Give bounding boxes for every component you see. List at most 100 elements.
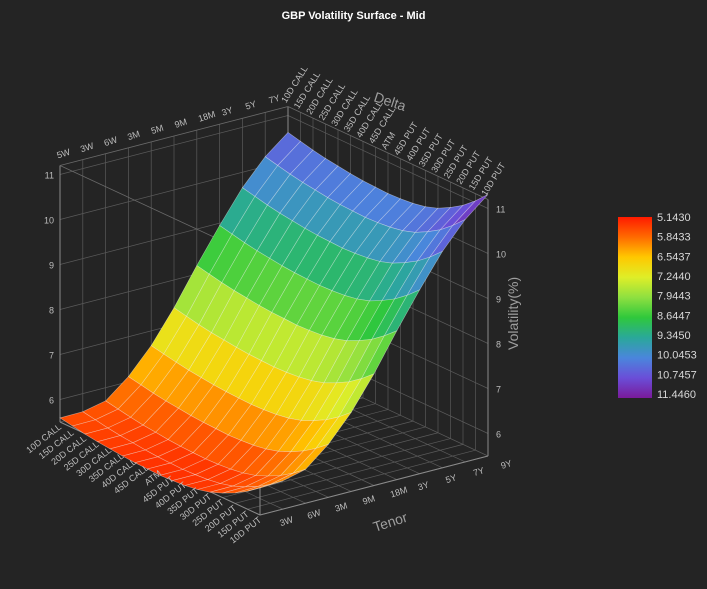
- colorbar-label: 11.4460: [657, 389, 696, 401]
- colorbar: 5.1430 5.8433 6.5437 7.2440 7.9443 8.6447 9.34…: [618, 212, 697, 401]
- colorbar-label: 9.3450: [657, 330, 691, 342]
- colorbar-rect: [618, 217, 652, 398]
- surface-cell: [84, 427, 122, 443]
- surface-cell: [325, 378, 363, 421]
- surface-cell: [192, 428, 229, 460]
- tenor-tick-label-back: 3M: [126, 129, 141, 142]
- tenor-tick-label-back: 5Y: [244, 99, 258, 112]
- surface-cell: [315, 411, 353, 449]
- surface-cell: [404, 229, 441, 264]
- volatility-axis-title: Volatility(%): [505, 277, 521, 350]
- surface-cell: [300, 382, 338, 421]
- tenor-tick-label-front: 3W: [278, 514, 294, 528]
- z-tick-label-left: 11: [45, 171, 54, 181]
- tenor-tick-label-back: 18M: [197, 109, 217, 124]
- surface-cell: [236, 305, 273, 355]
- surface-cell: [183, 479, 222, 490]
- surface-cell: [428, 219, 466, 258]
- tenor-tick-label-front: 7Y: [472, 465, 486, 478]
- surface-cell: [219, 472, 257, 487]
- tenor-tick-label-front: 18M: [389, 485, 409, 500]
- surface-cell: [333, 298, 371, 342]
- tenor-tick-label-front: 5Y: [444, 472, 458, 485]
- colorbar-label: 7.2440: [657, 271, 691, 283]
- z-tick-label-left: 9: [49, 261, 54, 271]
- surface-cell: [107, 416, 144, 436]
- tenor-tick-label-back: 5W: [56, 147, 72, 161]
- surface-cell: [426, 204, 464, 233]
- colorbar-label: 10.7457: [657, 369, 697, 381]
- chart-title: GBP Volatility Surface - Mid: [281, 10, 426, 22]
- colorbar-label: 5.1430: [657, 212, 691, 224]
- surface-cell: [279, 447, 317, 476]
- surface-cell: [250, 366, 287, 411]
- tenor-axis-title: Tenor: [371, 509, 410, 535]
- z-tick-label-left: 8: [49, 306, 54, 316]
- backwall-grid-horizontal: [59, 160, 289, 220]
- surface-cell: [439, 200, 476, 231]
- tenor-tick-label-back: 5M: [150, 123, 165, 136]
- surface-cell: [290, 419, 327, 453]
- z-tick-label-right: 7: [496, 385, 501, 395]
- surface-cell: [121, 449, 159, 464]
- colorbar-label: 6.5437: [657, 251, 691, 263]
- surface-cell: [198, 282, 235, 334]
- tenor-tick-label-back: 3Y: [220, 105, 234, 118]
- colorbar-label: 10.0453: [657, 350, 697, 362]
- z-tick-label-left: 7: [49, 351, 54, 361]
- surface-cell: [222, 486, 258, 494]
- surface-cell: [213, 346, 250, 393]
- tenor-tick-label-back: 7Y: [268, 93, 282, 106]
- surface-cell: [196, 225, 233, 275]
- surface-cell: [248, 312, 285, 362]
- surface-cell: [338, 373, 375, 418]
- surface-cell: [369, 262, 406, 302]
- surface-cell: [245, 475, 281, 488]
- surface-cell: [319, 247, 356, 292]
- tenor-tick-label-back: 6W: [103, 134, 119, 148]
- surface-cell: [244, 204, 281, 252]
- z-tick-label-left: 10: [44, 216, 54, 226]
- surface-cell: [292, 443, 330, 474]
- axis-frame-top: [59, 106, 289, 166]
- surface-cell: [393, 256, 431, 300]
- z-tick-label-right: 6: [496, 430, 501, 440]
- surface-cell: [360, 330, 398, 380]
- tenor-tick-label-back: 3W: [79, 140, 95, 154]
- surface-cell: [211, 290, 248, 341]
- surface-cell: [163, 315, 200, 363]
- axis-frame-top: [287, 106, 489, 200]
- surface-cell: [197, 483, 233, 493]
- z-tick-label-right: 10: [496, 250, 506, 260]
- surface-cell: [358, 298, 396, 341]
- colorbar-label: 8.6447: [657, 310, 691, 322]
- tenor-tick-label-front: 6W: [306, 507, 322, 521]
- backwall-grid-horizontal: [59, 115, 289, 175]
- surface-cell: [206, 468, 244, 484]
- surface-cell: [175, 324, 212, 371]
- z-tick-label-right: 11: [496, 205, 505, 215]
- surface-cell: [194, 463, 232, 480]
- colorbar-label: 5.8433: [657, 232, 691, 244]
- surface-cell: [82, 400, 119, 421]
- surface-cell: [200, 339, 237, 386]
- z-tick-label-right: 9: [496, 295, 501, 305]
- surface-cell: [414, 207, 452, 233]
- z-tick-label-right: 8: [496, 340, 501, 350]
- surface-cell: [311, 338, 348, 384]
- surface-cell: [209, 485, 246, 494]
- surface-cell: [109, 442, 147, 457]
- surface-cell: [130, 392, 167, 426]
- surface-cell: [230, 444, 267, 474]
- surface-cell: [234, 484, 271, 494]
- surface-cell: [215, 397, 252, 436]
- surface-mesh: [59, 132, 489, 494]
- surface-cell: [96, 435, 134, 450]
- surface-cell: [381, 260, 418, 301]
- tenor-tick-label-front: 3Y: [417, 479, 431, 492]
- surface-cell: [182, 458, 219, 476]
- colorbar-label: 7.9443: [657, 291, 691, 303]
- tenor-tick-label-front: 9Y: [500, 458, 514, 471]
- surface-cell: [331, 252, 368, 296]
